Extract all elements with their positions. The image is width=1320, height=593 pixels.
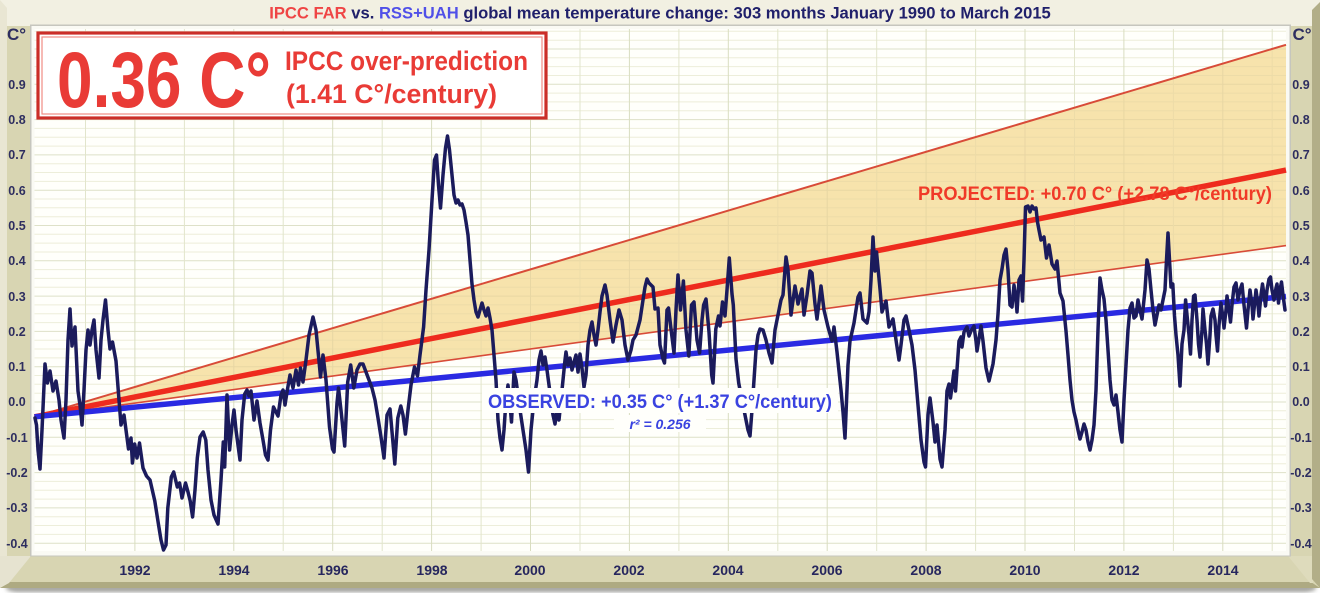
svg-text:r² = 0.256: r² = 0.256 bbox=[629, 416, 690, 432]
svg-text:2008: 2008 bbox=[910, 562, 941, 578]
svg-text:0.3: 0.3 bbox=[1292, 290, 1309, 304]
svg-text:(1.41 C°/century): (1.41 C°/century) bbox=[286, 79, 497, 109]
svg-text:IPCC over-prediction: IPCC over-prediction bbox=[285, 46, 528, 76]
svg-text:0.8: 0.8 bbox=[1292, 113, 1309, 127]
svg-text:0.8: 0.8 bbox=[8, 113, 25, 127]
svg-text:C°: C° bbox=[1292, 25, 1311, 44]
svg-text:1998: 1998 bbox=[416, 562, 447, 578]
svg-text:2004: 2004 bbox=[712, 562, 743, 578]
svg-text:0.7: 0.7 bbox=[8, 148, 25, 162]
svg-text:2010: 2010 bbox=[1009, 562, 1040, 578]
svg-text:-0.2: -0.2 bbox=[6, 466, 28, 480]
svg-text:-0.4: -0.4 bbox=[6, 537, 28, 551]
svg-text:1992: 1992 bbox=[119, 562, 150, 578]
svg-text:-0.4: -0.4 bbox=[1290, 537, 1312, 551]
svg-text:2006: 2006 bbox=[811, 562, 842, 578]
svg-text:0.4: 0.4 bbox=[1292, 254, 1309, 268]
svg-text:2000: 2000 bbox=[514, 562, 545, 578]
svg-text:0.5: 0.5 bbox=[8, 219, 25, 233]
svg-text:OBSERVED: +0.35 C° (+1.37 C°/c: OBSERVED: +0.35 C° (+1.37 C°/century) bbox=[488, 391, 832, 413]
svg-text:0.9: 0.9 bbox=[1292, 78, 1309, 92]
svg-text:C°: C° bbox=[7, 25, 26, 44]
svg-text:0.1: 0.1 bbox=[8, 360, 25, 374]
svg-text:0.36 C°: 0.36 C° bbox=[57, 35, 271, 124]
svg-text:0.6: 0.6 bbox=[1292, 184, 1309, 198]
svg-text:2012: 2012 bbox=[1108, 562, 1139, 578]
svg-text:0.7: 0.7 bbox=[1292, 148, 1309, 162]
svg-text:-0.3: -0.3 bbox=[1290, 501, 1312, 515]
svg-text:2002: 2002 bbox=[613, 562, 644, 578]
svg-text:0.2: 0.2 bbox=[8, 325, 25, 339]
svg-text:-0.1: -0.1 bbox=[1290, 431, 1312, 445]
svg-text:1996: 1996 bbox=[317, 562, 348, 578]
svg-text:0.4: 0.4 bbox=[8, 254, 25, 268]
svg-text:-0.3: -0.3 bbox=[6, 501, 28, 515]
svg-text:0.3: 0.3 bbox=[8, 290, 25, 304]
svg-text:0.0: 0.0 bbox=[1292, 395, 1309, 409]
svg-text:-0.1: -0.1 bbox=[6, 431, 28, 445]
svg-text:0.2: 0.2 bbox=[1292, 325, 1309, 339]
svg-text:0.6: 0.6 bbox=[8, 184, 25, 198]
svg-text:0.1: 0.1 bbox=[1292, 360, 1309, 374]
svg-text:1994: 1994 bbox=[218, 562, 249, 578]
svg-text:-0.2: -0.2 bbox=[1290, 466, 1312, 480]
svg-text:PROJECTED: +0.70 C° (+2.78 C°/: PROJECTED: +0.70 C° (+2.78 C°/century) bbox=[918, 183, 1272, 205]
svg-text:0.0: 0.0 bbox=[8, 395, 25, 409]
svg-text:0.5: 0.5 bbox=[1292, 219, 1309, 233]
svg-text:0.9: 0.9 bbox=[8, 78, 25, 92]
svg-text:2014: 2014 bbox=[1207, 562, 1238, 578]
svg-text:IPCC FAR vs. RSS+UAH global me: IPCC FAR vs. RSS+UAH global mean tempera… bbox=[269, 4, 1051, 23]
